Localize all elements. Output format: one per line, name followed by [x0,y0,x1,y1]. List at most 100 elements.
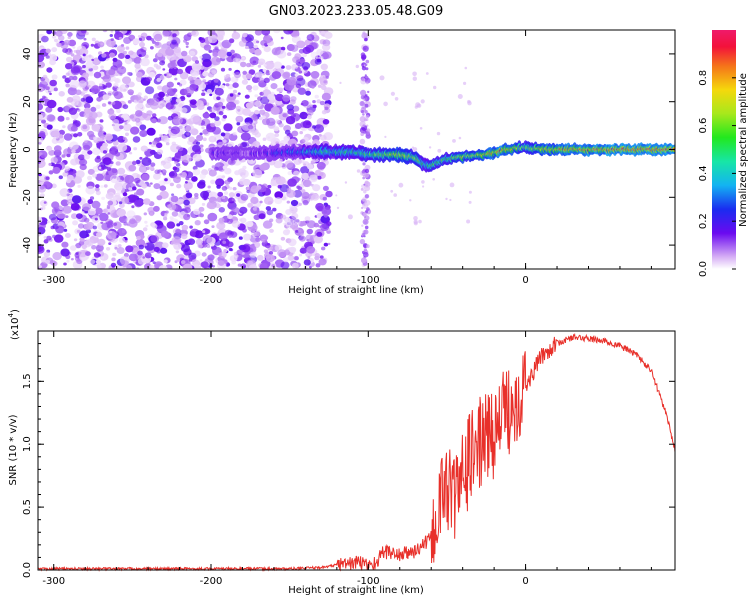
spectrogram-cell [91,200,101,209]
spectrogram-cell [420,99,425,104]
spectrogram-cell [236,122,241,126]
spectrogram-cell [202,137,207,142]
spectrogram-cell [100,256,105,260]
spectrogram-cell [68,39,77,47]
spectrogram-cell [167,36,173,41]
spectrogram-cell [249,264,258,269]
spectrogram-cell [419,127,423,130]
spectrogram-cell [105,192,114,200]
spectrogram-cell [293,64,299,69]
spectrogram-cell [279,184,289,193]
spectrogram-cell [116,108,121,114]
spectrogram-cell [46,124,53,130]
spectrogram-cell [210,56,221,66]
spectrogram-cell [364,194,370,199]
spectrogram-cell [173,66,177,70]
spectrogram-cell [88,111,98,120]
spectrogram-cell [172,115,183,125]
spectrogram-cell [49,259,56,266]
spectrogram-cell [221,186,228,191]
spectrogram-cell [314,94,319,99]
spectrogram-cell [248,69,256,75]
spectrogram-cell [133,147,138,151]
spectrogram-cell [109,34,114,37]
spectrogram-cell [108,113,117,120]
spectrogram-x-tick-label: -300 [42,275,65,286]
spectrogram-cell [305,234,313,241]
spectrogram-cell [75,49,80,54]
spectrogram-cell [287,30,294,34]
spectrogram-cell [422,185,425,188]
spectrogram-cell [194,230,204,239]
spectrogram-cell [103,170,106,174]
spectrogram-cell [214,116,220,121]
spectrogram-cell [239,178,248,186]
spectrogram-cell [364,180,369,185]
spectrogram-cell [45,86,50,91]
spectrogram-cell [316,161,326,170]
spectrogram-cell [202,234,213,244]
spectrogram-cell [66,174,74,181]
spectrogram-cell [202,243,208,248]
spectrogram-cell [360,89,367,96]
spectrogram-cell [111,123,115,127]
spectrogram-cell [132,186,137,191]
spectrogram-cell [263,64,267,67]
spectrogram-cell [318,258,327,266]
spectrogram-cell [259,262,269,269]
spectrogram-cell [55,204,60,209]
spectrogram-cell [114,151,121,157]
snr-y-tick-label: 0.5 [22,499,33,515]
spectrogram-cell [178,198,183,203]
spectrogram-cell [192,168,201,176]
spectrogram-cell [127,81,135,88]
spectrogram-cell [413,147,418,152]
spectrogram-cell [365,114,370,119]
spectrogram-cell [110,262,117,268]
spectrogram-cell [236,116,242,121]
spectrogram-cell [102,150,108,154]
spectrogram-cell [229,255,238,262]
spectrogram-cell [85,96,94,104]
spectrogram-cell [198,206,205,212]
spectrogram-cell [364,215,370,221]
spectrogram-cell [227,92,237,101]
spectrogram-cell [39,193,45,198]
colorbar-ticks: 0.0 0.2 0.4 0.6 0.8 [698,70,736,277]
spectrogram-cell [228,67,232,71]
spectrogram-cell [153,183,161,190]
spectrogram-cell [290,199,299,207]
spectrogram-cell [305,90,311,96]
spectrogram-cell [271,264,276,268]
spectrogram-cell [141,157,152,167]
spectrogram-cell [89,259,96,265]
spectrogram-cell [79,47,89,56]
spectrogram-cell [76,53,81,57]
spectrogram-cell [383,101,388,107]
spectrogram-cell [51,183,57,189]
spectrogram-cell [169,182,174,187]
spectrogram-cell [177,213,182,217]
spectrogram-cell [97,130,107,138]
spectrogram-cell [156,77,162,82]
spectrogram-cell [66,96,74,103]
spectrogram-cell [363,229,369,235]
spectrogram-cell [201,53,212,62]
spectrogram-cell [467,101,472,106]
spectrogram-cell [231,220,241,228]
spectrogram-cell [67,123,77,132]
spectrogram-cell [102,94,110,101]
spectrogram-cell [196,141,200,145]
spectrogram-cell [185,187,189,191]
spectrogram-cell [252,85,259,91]
spectrogram-cell [163,259,168,264]
spectrogram-cell [62,125,66,129]
spectrogram-cell [323,242,329,247]
spectrogram-cell [227,214,233,220]
spectrogram-cell [194,149,202,155]
spectrogram-cell [294,123,302,129]
spectrogram-cell [309,266,312,269]
spectrogram-cell [282,229,290,236]
spectrogram-cell [321,207,332,216]
